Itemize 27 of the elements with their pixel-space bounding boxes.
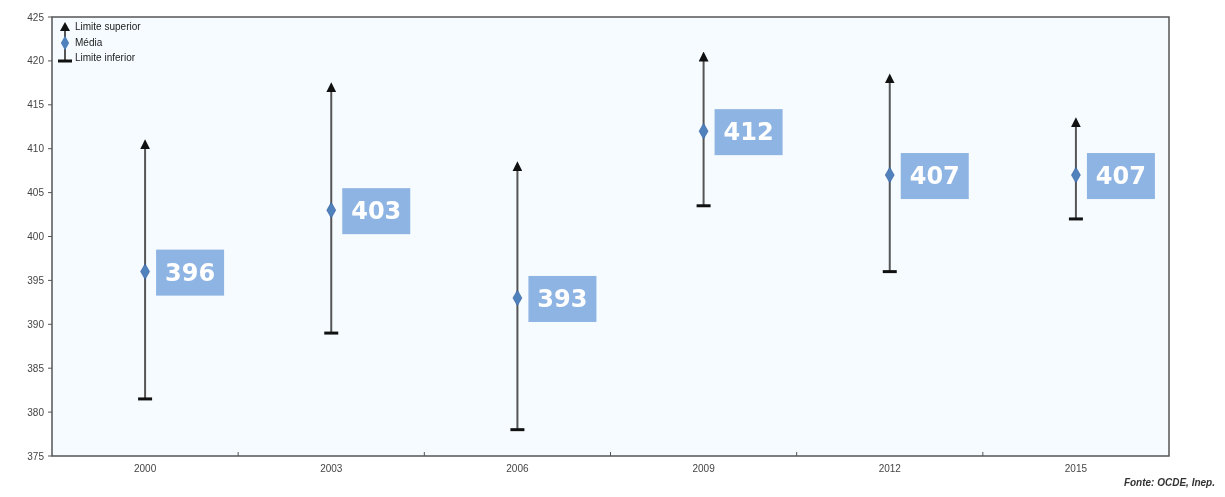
data-label: 396	[165, 258, 216, 287]
y-tick-label: 380	[27, 406, 45, 418]
y-tick-label: 385	[27, 362, 45, 374]
x-tick-label: 2012	[878, 463, 902, 474]
data-label: 393	[537, 284, 588, 313]
y-tick-label: 410	[27, 143, 45, 155]
legend-label: Média	[75, 37, 103, 48]
data-label: 407	[1095, 162, 1146, 191]
annotation: Limite inferior	[75, 52, 136, 63]
y-tick-label: 415	[27, 99, 45, 111]
y-tick-label: 390	[27, 318, 45, 330]
source-note: Fonte: OCDE, Inep.	[1123, 477, 1215, 488]
x-tick-label: 2009	[692, 463, 716, 474]
x-tick-label: 2000	[133, 463, 157, 474]
data-label: 403	[351, 197, 402, 226]
data-label: 407	[909, 162, 960, 191]
y-tick-label: 375	[27, 450, 45, 462]
annotation: Limite superior	[75, 21, 142, 32]
y-tick-label: 425	[27, 11, 45, 23]
y-tick-label: 395	[27, 274, 45, 286]
data-label: 412	[723, 118, 774, 147]
x-tick-label: 2006	[506, 463, 529, 474]
y-tick-label: 420	[27, 55, 45, 67]
y-tick-label: 405	[27, 187, 45, 199]
y-tick-label: 400	[27, 231, 45, 242]
x-tick-label: 2015	[1064, 463, 1088, 474]
x-tick-label: 2003	[320, 463, 343, 474]
